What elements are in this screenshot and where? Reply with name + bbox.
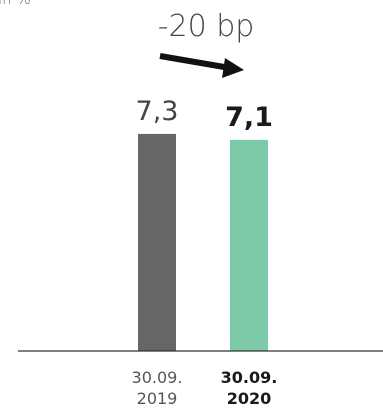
category-label-2019-line2: 2019 xyxy=(137,389,178,408)
value-label-2020: 7,1 xyxy=(225,102,273,133)
trend-arrow xyxy=(159,53,244,78)
bars-group xyxy=(138,133,268,351)
change-label: -20 bp xyxy=(158,9,255,44)
category-labels-group: 30.09. 2019 30.09. 2020 xyxy=(132,368,278,408)
category-label-2019-line1: 30.09. xyxy=(132,368,183,387)
unit-label: in % xyxy=(0,0,31,8)
value-label-2019: 7,3 xyxy=(136,96,179,127)
category-label-2020-line1: 30.09. xyxy=(221,368,278,387)
bar-2019 xyxy=(138,133,176,351)
trend-arrow-head xyxy=(222,58,244,78)
value-labels-group: 7,3 7,1 xyxy=(136,96,273,133)
category-label-2020-line2: 2020 xyxy=(227,389,272,408)
trend-arrow-shaft xyxy=(159,53,231,71)
bar-2020 xyxy=(230,139,268,351)
